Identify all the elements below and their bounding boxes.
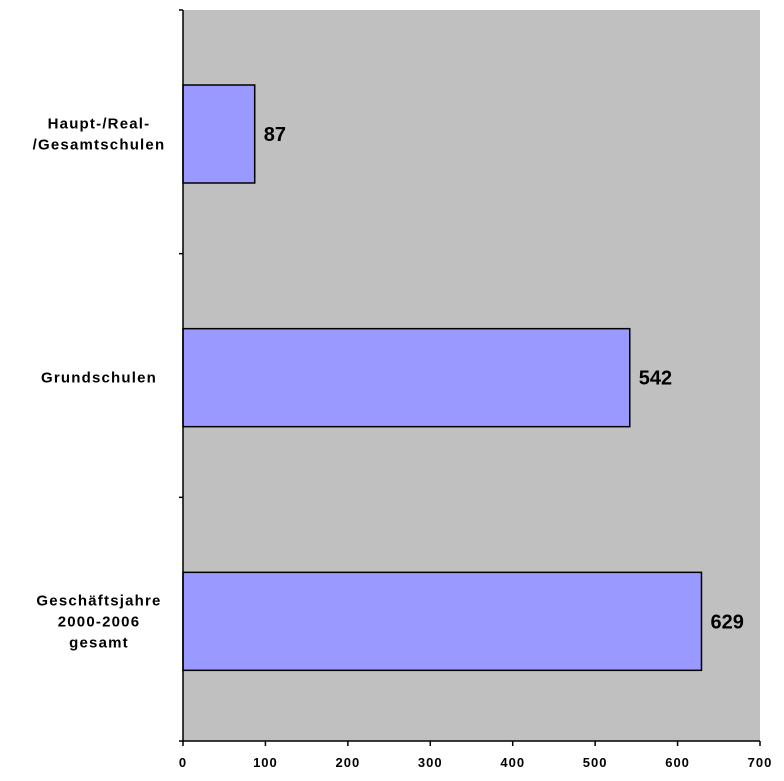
x-tick-label-1: 100	[253, 755, 278, 770]
x-tick-label-6: 600	[665, 755, 690, 770]
x-tick-label-0: 0	[179, 755, 187, 770]
category-label-2-0: Geschäftsjahre	[36, 592, 161, 609]
data-label-1: 542	[639, 368, 672, 390]
bar-0	[182, 84, 256, 184]
labels-group: 87 542 629 Haupt-/Real- /Gesamtschulen Grunds…	[33, 116, 773, 771]
category-label-2-1: 2000-2006	[58, 613, 141, 630]
bar-2	[182, 571, 703, 672]
x-tick-label-3: 300	[418, 755, 443, 770]
x-tick-label-5: 500	[583, 755, 608, 770]
x-tick-label-4: 400	[500, 755, 525, 770]
x-tick-label-2: 200	[336, 755, 361, 770]
data-label-0: 87	[264, 124, 286, 146]
category-label-0-0: Haupt-/Real-	[48, 116, 151, 133]
category-label-0-1: /Gesamtschulen	[33, 137, 166, 154]
axis-group	[179, 9, 761, 746]
bars-group	[182, 84, 703, 672]
data-label-2: 629	[710, 611, 743, 633]
category-label-1-0: Grundschulen	[41, 370, 157, 387]
category-label-2-2: gesamt	[69, 634, 129, 651]
bar-1	[182, 327, 631, 428]
x-tick-label-7: 700	[748, 755, 773, 770]
